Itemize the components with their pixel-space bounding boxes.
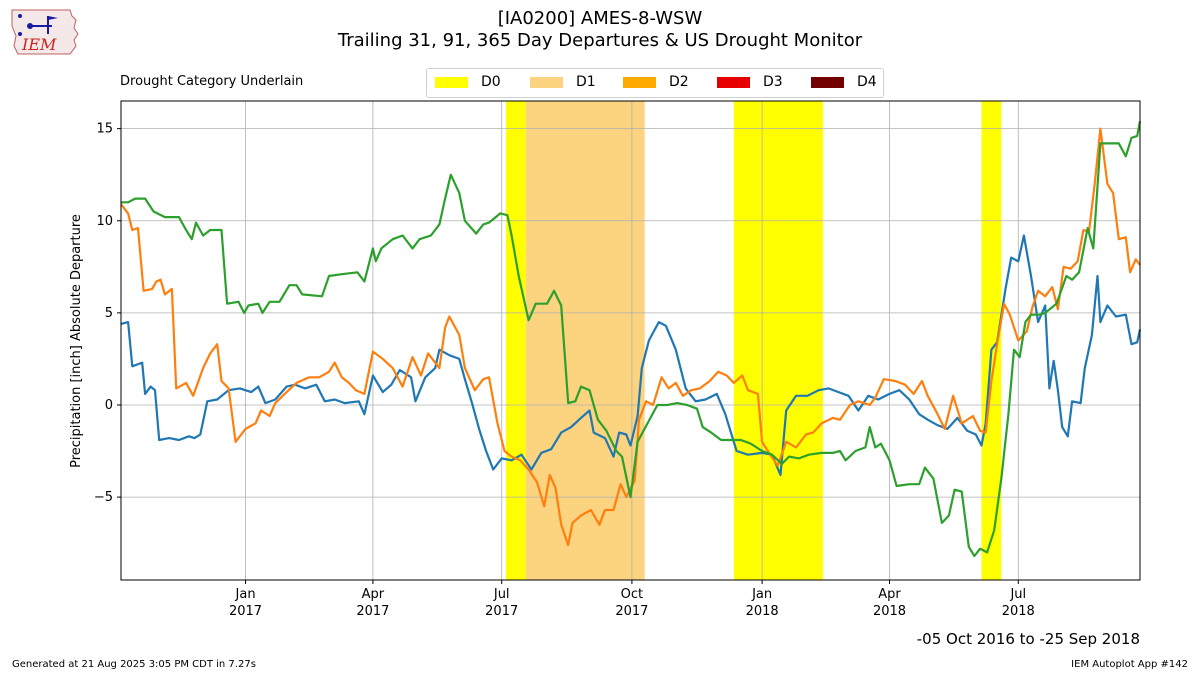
drought-band-d1-1 [525, 101, 645, 580]
chart-title: [IA0200] AMES-8-WSW [497, 8, 703, 29]
x-tick-label-month-6: Jul [1009, 587, 1026, 602]
legend-label-d2: D2 [669, 74, 689, 90]
y-tick-label-0: −5 [94, 490, 113, 505]
x-tick-label-year-0: 2017 [229, 604, 262, 619]
legend-label-d4: D4 [857, 74, 877, 90]
series-line-0 [120, 234, 1142, 477]
x-tick-label-year-1: 2017 [356, 604, 389, 619]
app-id: IEM Autoplot App #142 [1071, 659, 1188, 670]
generated-timestamp: Generated at 21 Aug 2025 3:05 PM CDT in … [12, 659, 256, 670]
date-range: -05 Oct 2016 to -25 Sep 2018 [916, 630, 1140, 648]
iem-logo: IEM [11, 9, 79, 55]
underlain-label: Drought Category Underlain [120, 74, 304, 89]
x-tick-label-year-4: 2018 [746, 604, 779, 619]
y-tick-label-1: 0 [105, 398, 113, 413]
x-tick-label-year-6: 2018 [1002, 604, 1035, 619]
y-axis-label: Precipitation [inch] Absolute Departure [69, 214, 84, 468]
y-tick-label-3: 10 [96, 214, 113, 229]
x-tick-label-month-0: Jan [235, 587, 256, 602]
x-tick-label-month-1: Apr [362, 587, 385, 602]
legend-swatch-d0 [435, 77, 468, 88]
grid-lines [121, 101, 1140, 580]
legend: D0 D1 D2 D3 D4 [426, 68, 884, 98]
series-lines [120, 121, 1142, 558]
drought-band-d0-2 [733, 101, 823, 580]
chart-subtitle: Trailing 31, 91, 365 Day Departures & US… [337, 30, 863, 51]
y-tick-label-4: 15 [96, 122, 113, 137]
drought-band-d0-0 [505, 101, 526, 580]
x-tick-label-month-4: Jan [751, 587, 772, 602]
series-line-2 [121, 121, 1142, 558]
legend-swatch-d2 [623, 77, 656, 88]
drought-band-d0-3 [981, 101, 1002, 580]
series-line-1 [120, 127, 1141, 547]
legend-label-d1: D1 [576, 74, 596, 90]
x-tick-label-month-2: Jul [493, 587, 510, 602]
plot-frame [120, 100, 1141, 581]
legend-label-d3: D3 [763, 74, 783, 90]
x-tick-label-month-3: Oct [621, 587, 643, 602]
y-tick-label-2: 5 [105, 306, 113, 321]
x-tick-label-year-3: 2017 [615, 604, 648, 619]
legend-swatch-d3 [717, 77, 750, 88]
legend-label-d0: D0 [481, 74, 501, 90]
x-tick-label-year-5: 2018 [873, 604, 906, 619]
logo-text: IEM [21, 35, 57, 54]
drought-bands [505, 101, 1002, 580]
x-tick-label-month-5: Apr [878, 587, 901, 602]
legend-swatch-d4 [811, 77, 844, 88]
axes: −5 0 5 10 15 Jan 2017 Apr 2017 Jul 2017 Oct 2017 Jan 2… [94, 100, 1141, 619]
x-tick-label-year-2: 2017 [485, 604, 518, 619]
legend-swatch-d1 [530, 77, 563, 88]
